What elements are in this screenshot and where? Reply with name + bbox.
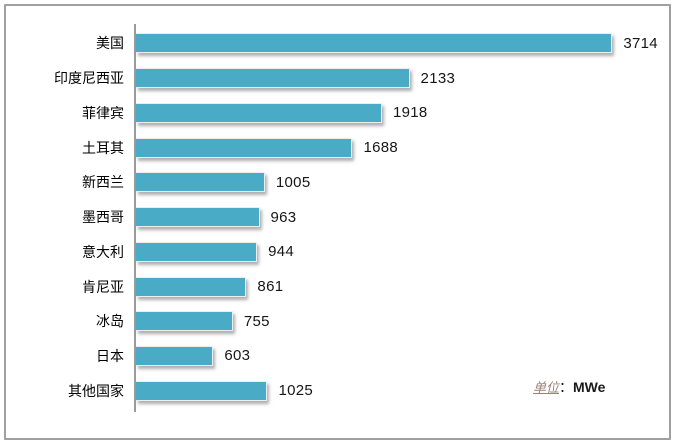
value-label: 2133 xyxy=(420,69,456,87)
category-label: 冰岛 xyxy=(96,313,124,330)
chart-row: 新西兰 1005 xyxy=(10,165,649,200)
chart-row: 肯尼亚 861 xyxy=(10,269,649,304)
plot-area: 美国 3714 印度尼西亚 2133 菲律宾 1918 土耳其 1688 新西兰 1005 墨西哥 9… xyxy=(10,24,658,412)
category-label: 墨西哥 xyxy=(82,209,124,226)
value-label: 1005 xyxy=(275,173,311,191)
unit-separator: ： xyxy=(559,379,574,395)
unit-value-text: MWe xyxy=(573,379,606,395)
bar xyxy=(136,276,247,297)
bar-track: 963 xyxy=(136,200,649,235)
category-label: 意大利 xyxy=(82,243,124,260)
bar xyxy=(136,207,260,228)
bar xyxy=(136,311,233,332)
category-label: 肯尼亚 xyxy=(82,278,124,295)
category-label: 菲律宾 xyxy=(82,104,124,121)
bar xyxy=(136,345,214,366)
value-label: 3714 xyxy=(623,34,658,52)
chart-row: 印度尼西亚 2133 xyxy=(10,61,649,96)
bar-track: 944 xyxy=(136,234,649,269)
category-label: 日本 xyxy=(96,347,124,364)
category-label: 土耳其 xyxy=(82,139,124,156)
bar xyxy=(136,102,382,123)
bar-track: 1005 xyxy=(136,165,649,200)
unit-label: 单位：MWe xyxy=(533,377,605,397)
chart-row: 冰岛 755 xyxy=(10,304,649,339)
bar xyxy=(136,137,353,158)
bar-track: 755 xyxy=(136,304,649,339)
value-label: 1688 xyxy=(363,139,399,157)
value-label: 603 xyxy=(224,347,251,365)
value-label: 1025 xyxy=(278,382,314,400)
value-label: 963 xyxy=(270,208,297,226)
bar xyxy=(136,172,265,193)
bar xyxy=(136,33,613,54)
category-label: 美国 xyxy=(96,35,124,52)
bar xyxy=(136,380,268,401)
y-axis-line xyxy=(134,24,136,412)
unit-prefix-text: 单位 xyxy=(533,381,560,396)
bar-track: 861 xyxy=(136,269,649,304)
category-label: 印度尼西亚 xyxy=(54,70,124,87)
category-label: 其他国家 xyxy=(68,382,124,399)
category-label: 新西兰 xyxy=(82,174,124,191)
chart-row: 墨西哥 963 xyxy=(10,200,649,235)
chart-row: 土耳其 1688 xyxy=(10,130,649,165)
chart-row: 其他国家 1025 xyxy=(10,373,649,408)
bar-track: 2133 xyxy=(136,61,649,96)
chart-row: 美国 3714 xyxy=(10,26,658,61)
value-label: 755 xyxy=(243,312,270,330)
chart-row: 菲律宾 1918 xyxy=(10,95,649,130)
chart-row: 日本 603 xyxy=(10,339,649,374)
bar-track: 603 xyxy=(136,339,649,374)
bar-track: 1025 xyxy=(136,373,649,408)
value-label: 944 xyxy=(268,243,294,261)
bar-track: 1688 xyxy=(136,130,649,165)
chart-row: 意大利 944 xyxy=(10,234,649,269)
bar xyxy=(136,241,258,262)
value-label: 1918 xyxy=(392,104,428,122)
value-label: 861 xyxy=(257,278,284,295)
bar-track: 1918 xyxy=(136,95,649,130)
bar xyxy=(136,68,410,89)
bar-track: 3714 xyxy=(136,26,658,61)
